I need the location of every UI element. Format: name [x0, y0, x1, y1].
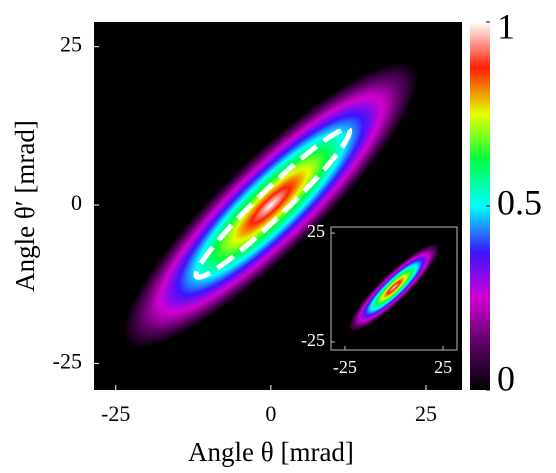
x-tick-label: -25 — [101, 401, 130, 426]
inset-x-tick-label: 25 — [434, 357, 452, 377]
y-tick-label: 0 — [71, 190, 82, 215]
colorbar-tick-label: 1 — [497, 6, 515, 46]
inset-frame — [330, 226, 458, 351]
rms-ellipse — [193, 126, 353, 280]
colorbar — [470, 22, 490, 390]
inset-x-tick-label: -25 — [333, 357, 357, 377]
y-axis-label: Angle θ′ [mrad] — [10, 120, 40, 292]
y-tick-label: 25 — [60, 32, 82, 57]
x-tick-label: 25 — [415, 401, 437, 426]
colorbar-tick-label: 0.5 — [497, 182, 542, 222]
x-tick-label: 0 — [265, 401, 276, 426]
colorbar-tick-label: 0 — [497, 358, 515, 398]
y-tick-label: -25 — [53, 348, 82, 373]
inset-y-tick-label: 25 — [307, 221, 325, 241]
x-axis-label: Angle θ [mrad] — [188, 437, 354, 467]
inset-density-glow — [348, 243, 440, 332]
inset-y-tick-label: -25 — [301, 330, 325, 350]
